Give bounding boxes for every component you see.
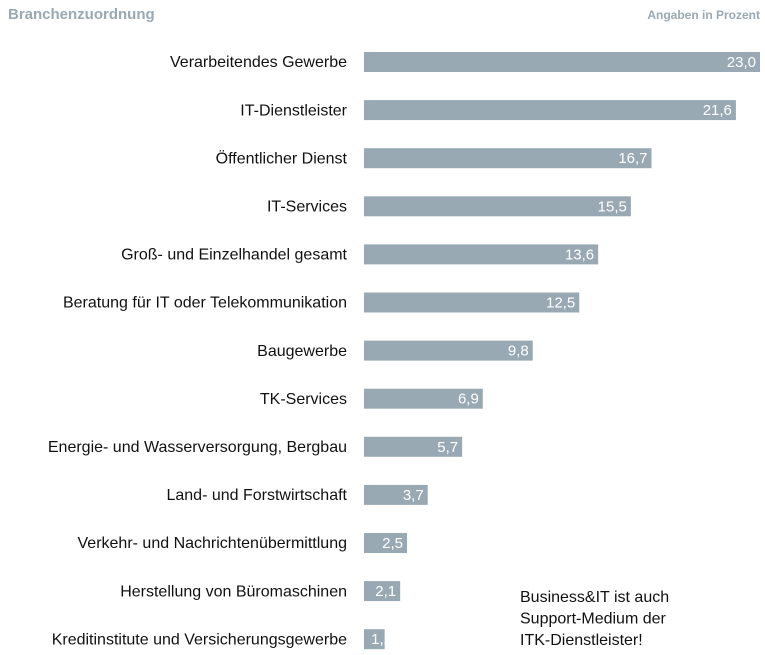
category-label: Kreditinstitute und Versicherungsgewerbe	[52, 631, 347, 648]
value-label: 23,0	[727, 54, 756, 71]
bar	[364, 196, 631, 217]
category-label: Baugewerbe	[257, 343, 347, 360]
bar	[364, 581, 401, 602]
annotation: Business&IT ist auch	[520, 589, 669, 606]
bar	[364, 388, 483, 409]
annotation: Support-Medium der	[520, 611, 667, 628]
bar	[364, 340, 533, 361]
category-label: IT-Dienstleister	[240, 102, 347, 119]
category-label: Öffentlicher Dienst	[216, 149, 348, 167]
bar	[364, 533, 408, 553]
value-label: 15,5	[598, 198, 627, 215]
category-label: Groß- und Einzelhandel gesamt	[121, 247, 347, 264]
value-label: 5,7	[437, 439, 458, 456]
category-label: Energie- und Wasserversorgung, Bergbau	[48, 439, 347, 456]
bar	[364, 52, 760, 72]
category-label: Verarbeitendes Gewerbe	[170, 54, 347, 71]
bar	[364, 629, 385, 650]
value-label: 3,7	[403, 487, 424, 504]
value-label: 9,8	[508, 343, 529, 360]
category-label: TK-Services	[260, 391, 347, 408]
category-label: IT-Services	[267, 199, 347, 216]
bar	[364, 484, 428, 505]
category-label: Land- und Forstwirtschaft	[166, 487, 347, 504]
value-label: 12,5	[546, 294, 575, 311]
value-label: 13,6	[565, 246, 594, 263]
chart-title: Branchenzuordnung	[8, 6, 155, 23]
bar	[364, 148, 652, 169]
subtitle: Angaben in Prozent	[647, 8, 760, 22]
bar	[364, 244, 599, 265]
bar	[364, 292, 580, 313]
category-label: Verkehr- und Nachrichtenübermittlung	[78, 535, 347, 552]
category-label: Herstellung von Büromaschinen	[120, 583, 347, 600]
bar	[364, 436, 463, 457]
value-label: 1,2	[371, 631, 392, 648]
value-label: 21,6	[703, 102, 732, 119]
value-label: 2,5	[382, 535, 403, 552]
value-label: 6,9	[458, 391, 479, 408]
bar	[364, 100, 736, 121]
value-label: 16,7	[618, 150, 647, 167]
category-label: Beratung für IT oder Telekommunikation	[63, 295, 347, 312]
annotation: ITK-Dienstleister!	[520, 632, 643, 649]
value-label: 2,1	[375, 583, 396, 600]
